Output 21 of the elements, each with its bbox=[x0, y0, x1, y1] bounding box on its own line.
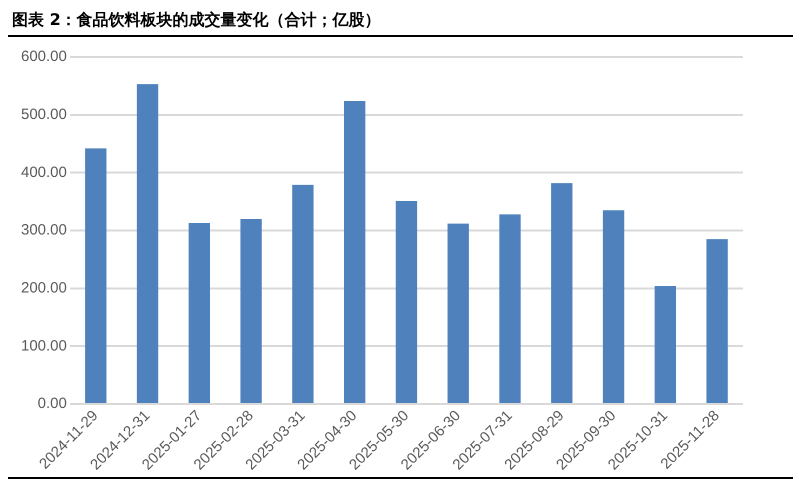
bar bbox=[344, 100, 366, 404]
bar bbox=[396, 201, 418, 404]
y-tick-label: 200.00 bbox=[20, 279, 67, 296]
bar bbox=[499, 214, 521, 404]
bar bbox=[654, 286, 676, 404]
y-tick-label: 100.00 bbox=[20, 337, 67, 354]
bar bbox=[706, 239, 728, 404]
y-tick-label: 300.00 bbox=[20, 222, 67, 239]
y-tick-label: 600.00 bbox=[20, 48, 67, 66]
bar bbox=[551, 183, 572, 404]
y-tick-label: 500.00 bbox=[20, 106, 67, 123]
bar bbox=[602, 210, 624, 404]
bar bbox=[188, 222, 210, 404]
y-tick-label: 400.00 bbox=[20, 164, 67, 181]
bar bbox=[85, 148, 106, 404]
bar bbox=[292, 184, 314, 404]
bar bbox=[136, 84, 158, 404]
chart-title: 图表 2：食品饮料板块的成交量变化（合计；亿股） bbox=[8, 8, 793, 37]
bar bbox=[448, 224, 469, 404]
bar bbox=[240, 218, 262, 404]
y-tick-label: 0.00 bbox=[38, 395, 67, 412]
